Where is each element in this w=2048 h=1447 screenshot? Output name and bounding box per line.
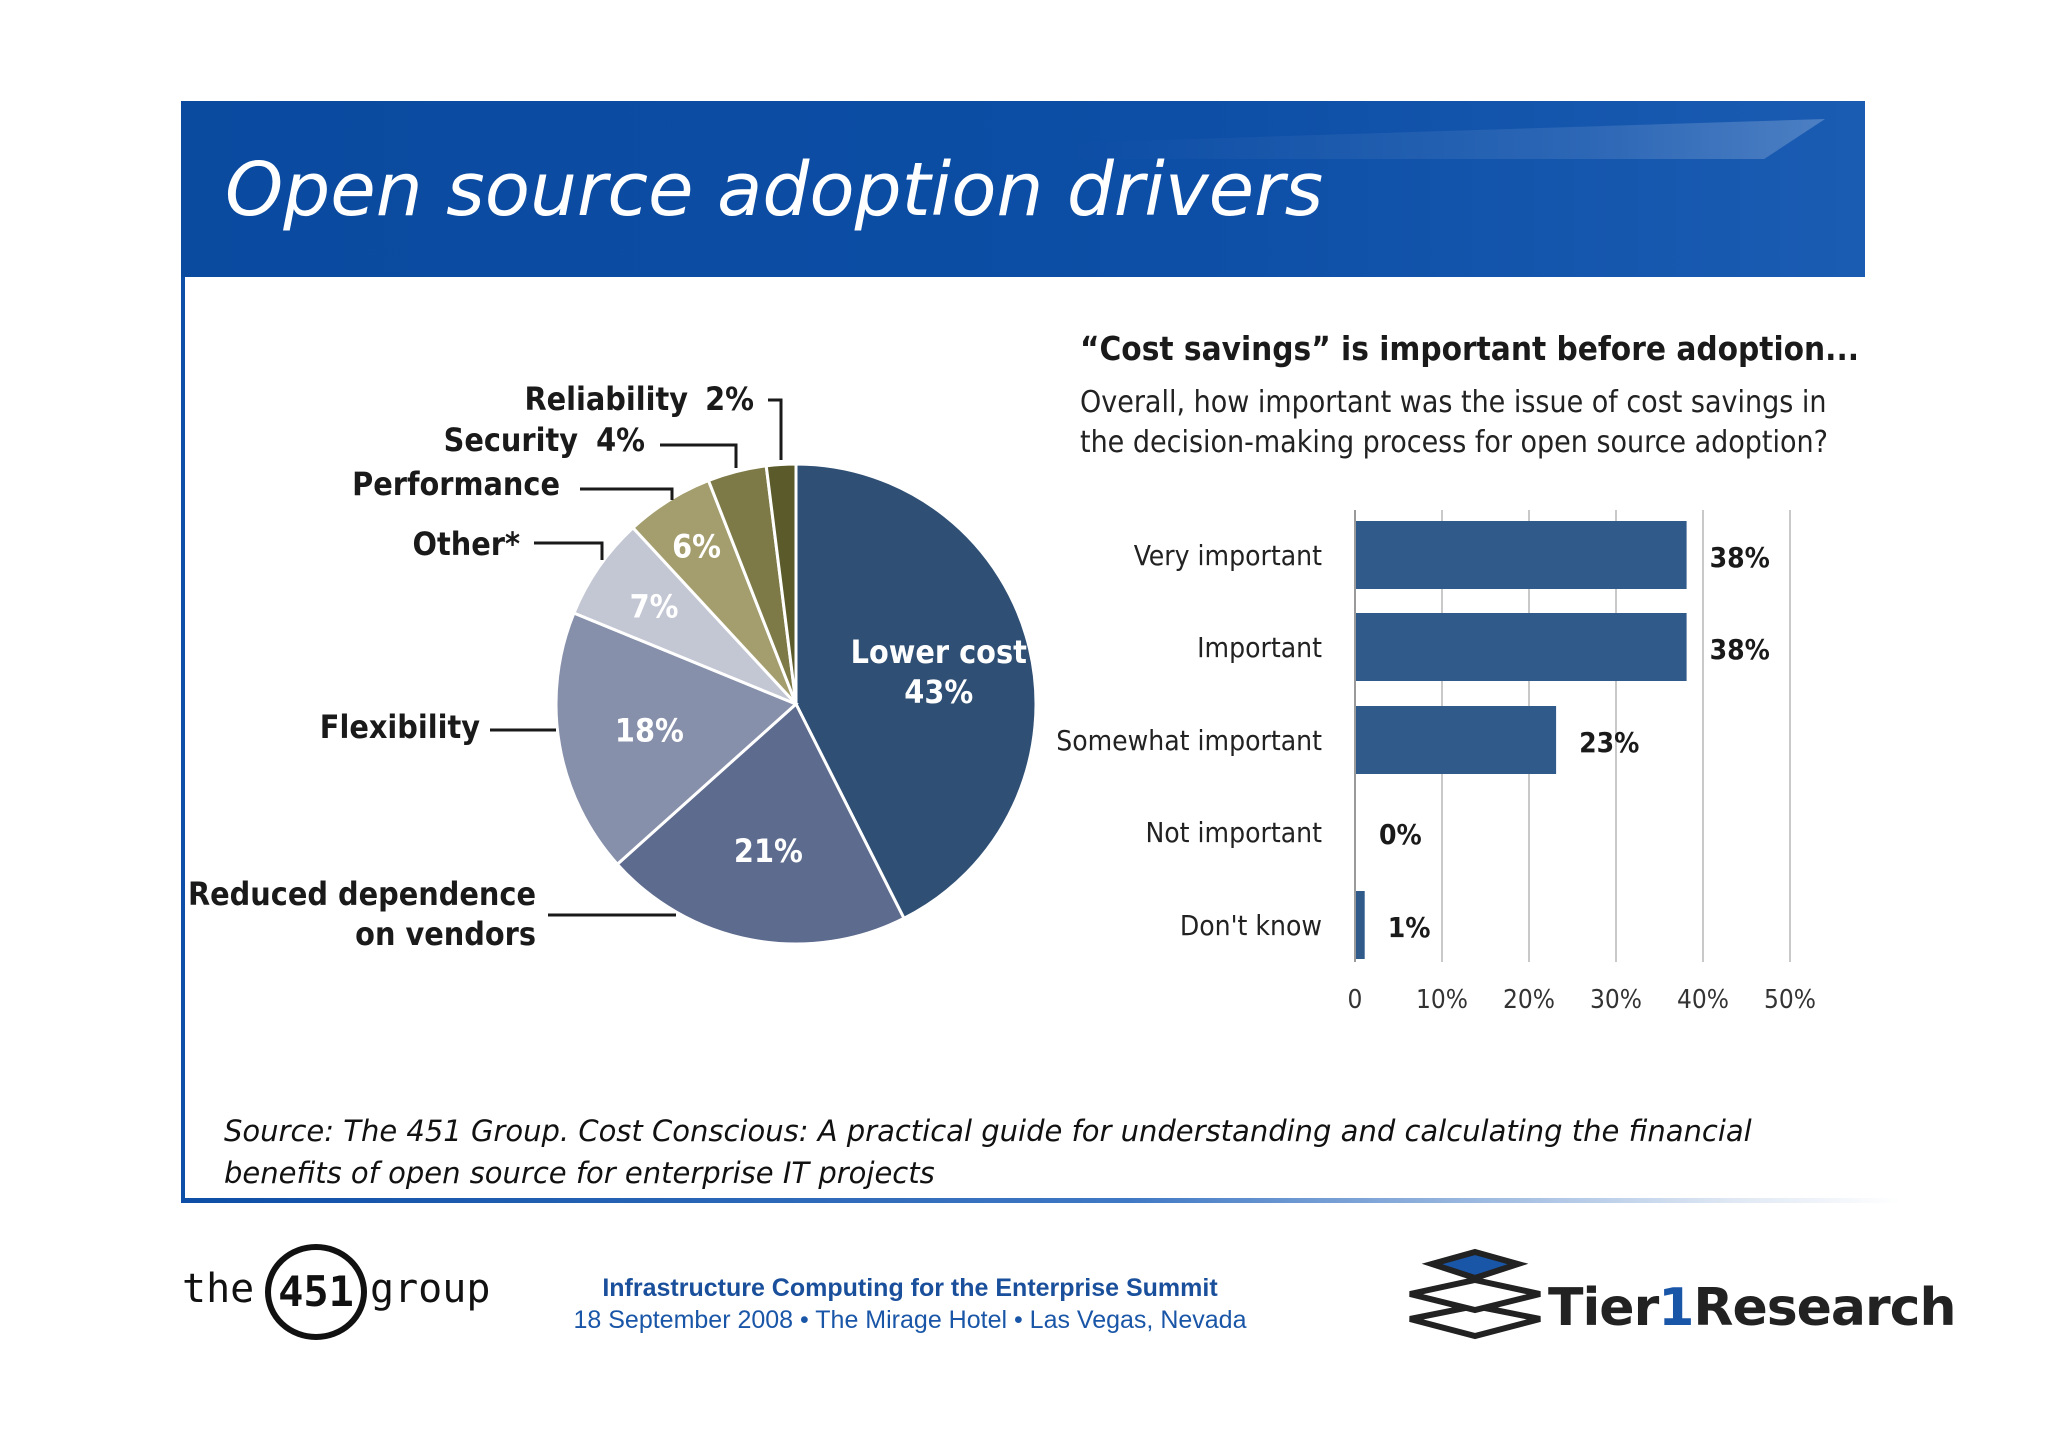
bar-category-label-not-important: Not important bbox=[1145, 816, 1322, 849]
slide-title: Open source adoption drivers bbox=[225, 147, 1324, 233]
bar-tick-label-5: 50% bbox=[1764, 985, 1816, 1015]
pie-value-lower-cost: 43% bbox=[904, 673, 973, 711]
pie-value-security: 4% bbox=[596, 421, 645, 459]
frame-left-rule bbox=[181, 277, 185, 1202]
logo-layer-bottom bbox=[1409, 1302, 1541, 1340]
bar-category-label-don-t-know: Don't know bbox=[1180, 909, 1322, 942]
tier1research-wordmark: Tier1Research bbox=[1548, 1278, 1957, 1338]
bar-value-label-not-important: 0% bbox=[1379, 818, 1422, 851]
bar-value-label-very-important: 38% bbox=[1710, 541, 1770, 574]
logo-451-pre: the bbox=[182, 1266, 254, 1312]
title-banner: Open source adoption drivers bbox=[181, 101, 1865, 277]
pie-label-reduced-dependence-on-vendors-line1: Reduced dependence bbox=[188, 875, 536, 913]
bar-chart-title: “Cost savings” is important before adopt… bbox=[1080, 329, 1859, 368]
logo-layer-middle bbox=[1409, 1276, 1541, 1314]
bar-value-label-somewhat-important: 23% bbox=[1579, 726, 1639, 759]
footer-event-name: Infrastructure Computing for the Enterpr… bbox=[602, 1274, 1218, 1302]
source-note: Source: The 451 Group. Cost Conscious: A… bbox=[224, 1114, 1752, 1190]
bar-value-label-important: 38% bbox=[1710, 633, 1770, 666]
pie-slice-other bbox=[571, 525, 798, 706]
logo-451-post: group bbox=[370, 1266, 490, 1312]
pie-label-flexibility: Flexibility bbox=[320, 708, 480, 746]
pie-value-other: 7% bbox=[630, 587, 679, 625]
footer-event-details: 18 September 2008 • The Mirage Hotel • L… bbox=[573, 1306, 1247, 1334]
pie-label-reliability: Reliability bbox=[524, 380, 688, 418]
pie-leader-reliability bbox=[768, 398, 783, 460]
pie-value-reduced-dependence-on-vendors: 21% bbox=[734, 832, 803, 870]
logo-451-number: 451 bbox=[278, 1267, 354, 1316]
wordmark-one: 1 bbox=[1658, 1278, 1694, 1338]
bar-somewhat-important bbox=[1356, 706, 1557, 774]
pie-leader-performance bbox=[580, 487, 674, 500]
pie-label-reduced-dependence-on-vendors-line2: on vendors bbox=[355, 915, 536, 953]
wordmark-tier: Tier bbox=[1548, 1278, 1659, 1338]
bar-don-t-know bbox=[1356, 891, 1365, 959]
pie-slice-reduced-dependence-on-vendors bbox=[615, 701, 906, 946]
bar-tick-label-3: 30% bbox=[1590, 985, 1642, 1015]
pie-slice-flexibility bbox=[554, 611, 799, 867]
pie-slice-reliability bbox=[764, 462, 798, 705]
bar-category-label-important: Important bbox=[1197, 631, 1322, 664]
tier1research-logo-mark bbox=[1409, 1248, 1541, 1340]
bar-important bbox=[1356, 613, 1687, 681]
pie-label-security: Security bbox=[444, 421, 579, 459]
pie-label-performance: Performance bbox=[352, 465, 560, 503]
the-451-group-logo: the 451 group bbox=[182, 1244, 490, 1340]
logo-layer-top bbox=[1421, 1248, 1529, 1282]
bar-very-important bbox=[1356, 521, 1687, 589]
pie-leader-other bbox=[534, 541, 604, 560]
bar-category-label-very-important: Very important bbox=[1134, 539, 1322, 572]
pie-label-name-lower-cost: Lower cost bbox=[851, 633, 1027, 671]
logo-451-circle bbox=[265, 1244, 367, 1340]
pie-slice-lower-cost bbox=[794, 462, 1038, 921]
wordmark-research: Research bbox=[1693, 1278, 1956, 1338]
bar-chart-subtitle-line1: Overall, how important was the issue of … bbox=[1080, 385, 1826, 420]
pie-value-performance: 6% bbox=[672, 527, 721, 565]
bar-tick-label-2: 20% bbox=[1503, 985, 1555, 1015]
bar-chart-subtitle-line2: the decision-making process for open sou… bbox=[1080, 425, 1828, 460]
bar-tick-label-4: 40% bbox=[1677, 985, 1729, 1015]
pie-value-reliability: 2% bbox=[705, 380, 754, 418]
bar-tick-label-1: 10% bbox=[1416, 985, 1468, 1015]
footer-event-info: Infrastructure Computing for the Enterpr… bbox=[500, 1272, 1320, 1336]
pie-label-other: Other* bbox=[412, 525, 520, 563]
pie-leader-security bbox=[660, 443, 738, 468]
bar-tick-label-0: 0 bbox=[1348, 985, 1363, 1015]
bar-value-label-don-t-know: 1% bbox=[1388, 911, 1431, 944]
frame-bottom-rule bbox=[181, 1198, 1901, 1203]
pie-value-flexibility: 18% bbox=[615, 711, 684, 749]
bar-category-label-somewhat-important: Somewhat important bbox=[1056, 724, 1322, 757]
